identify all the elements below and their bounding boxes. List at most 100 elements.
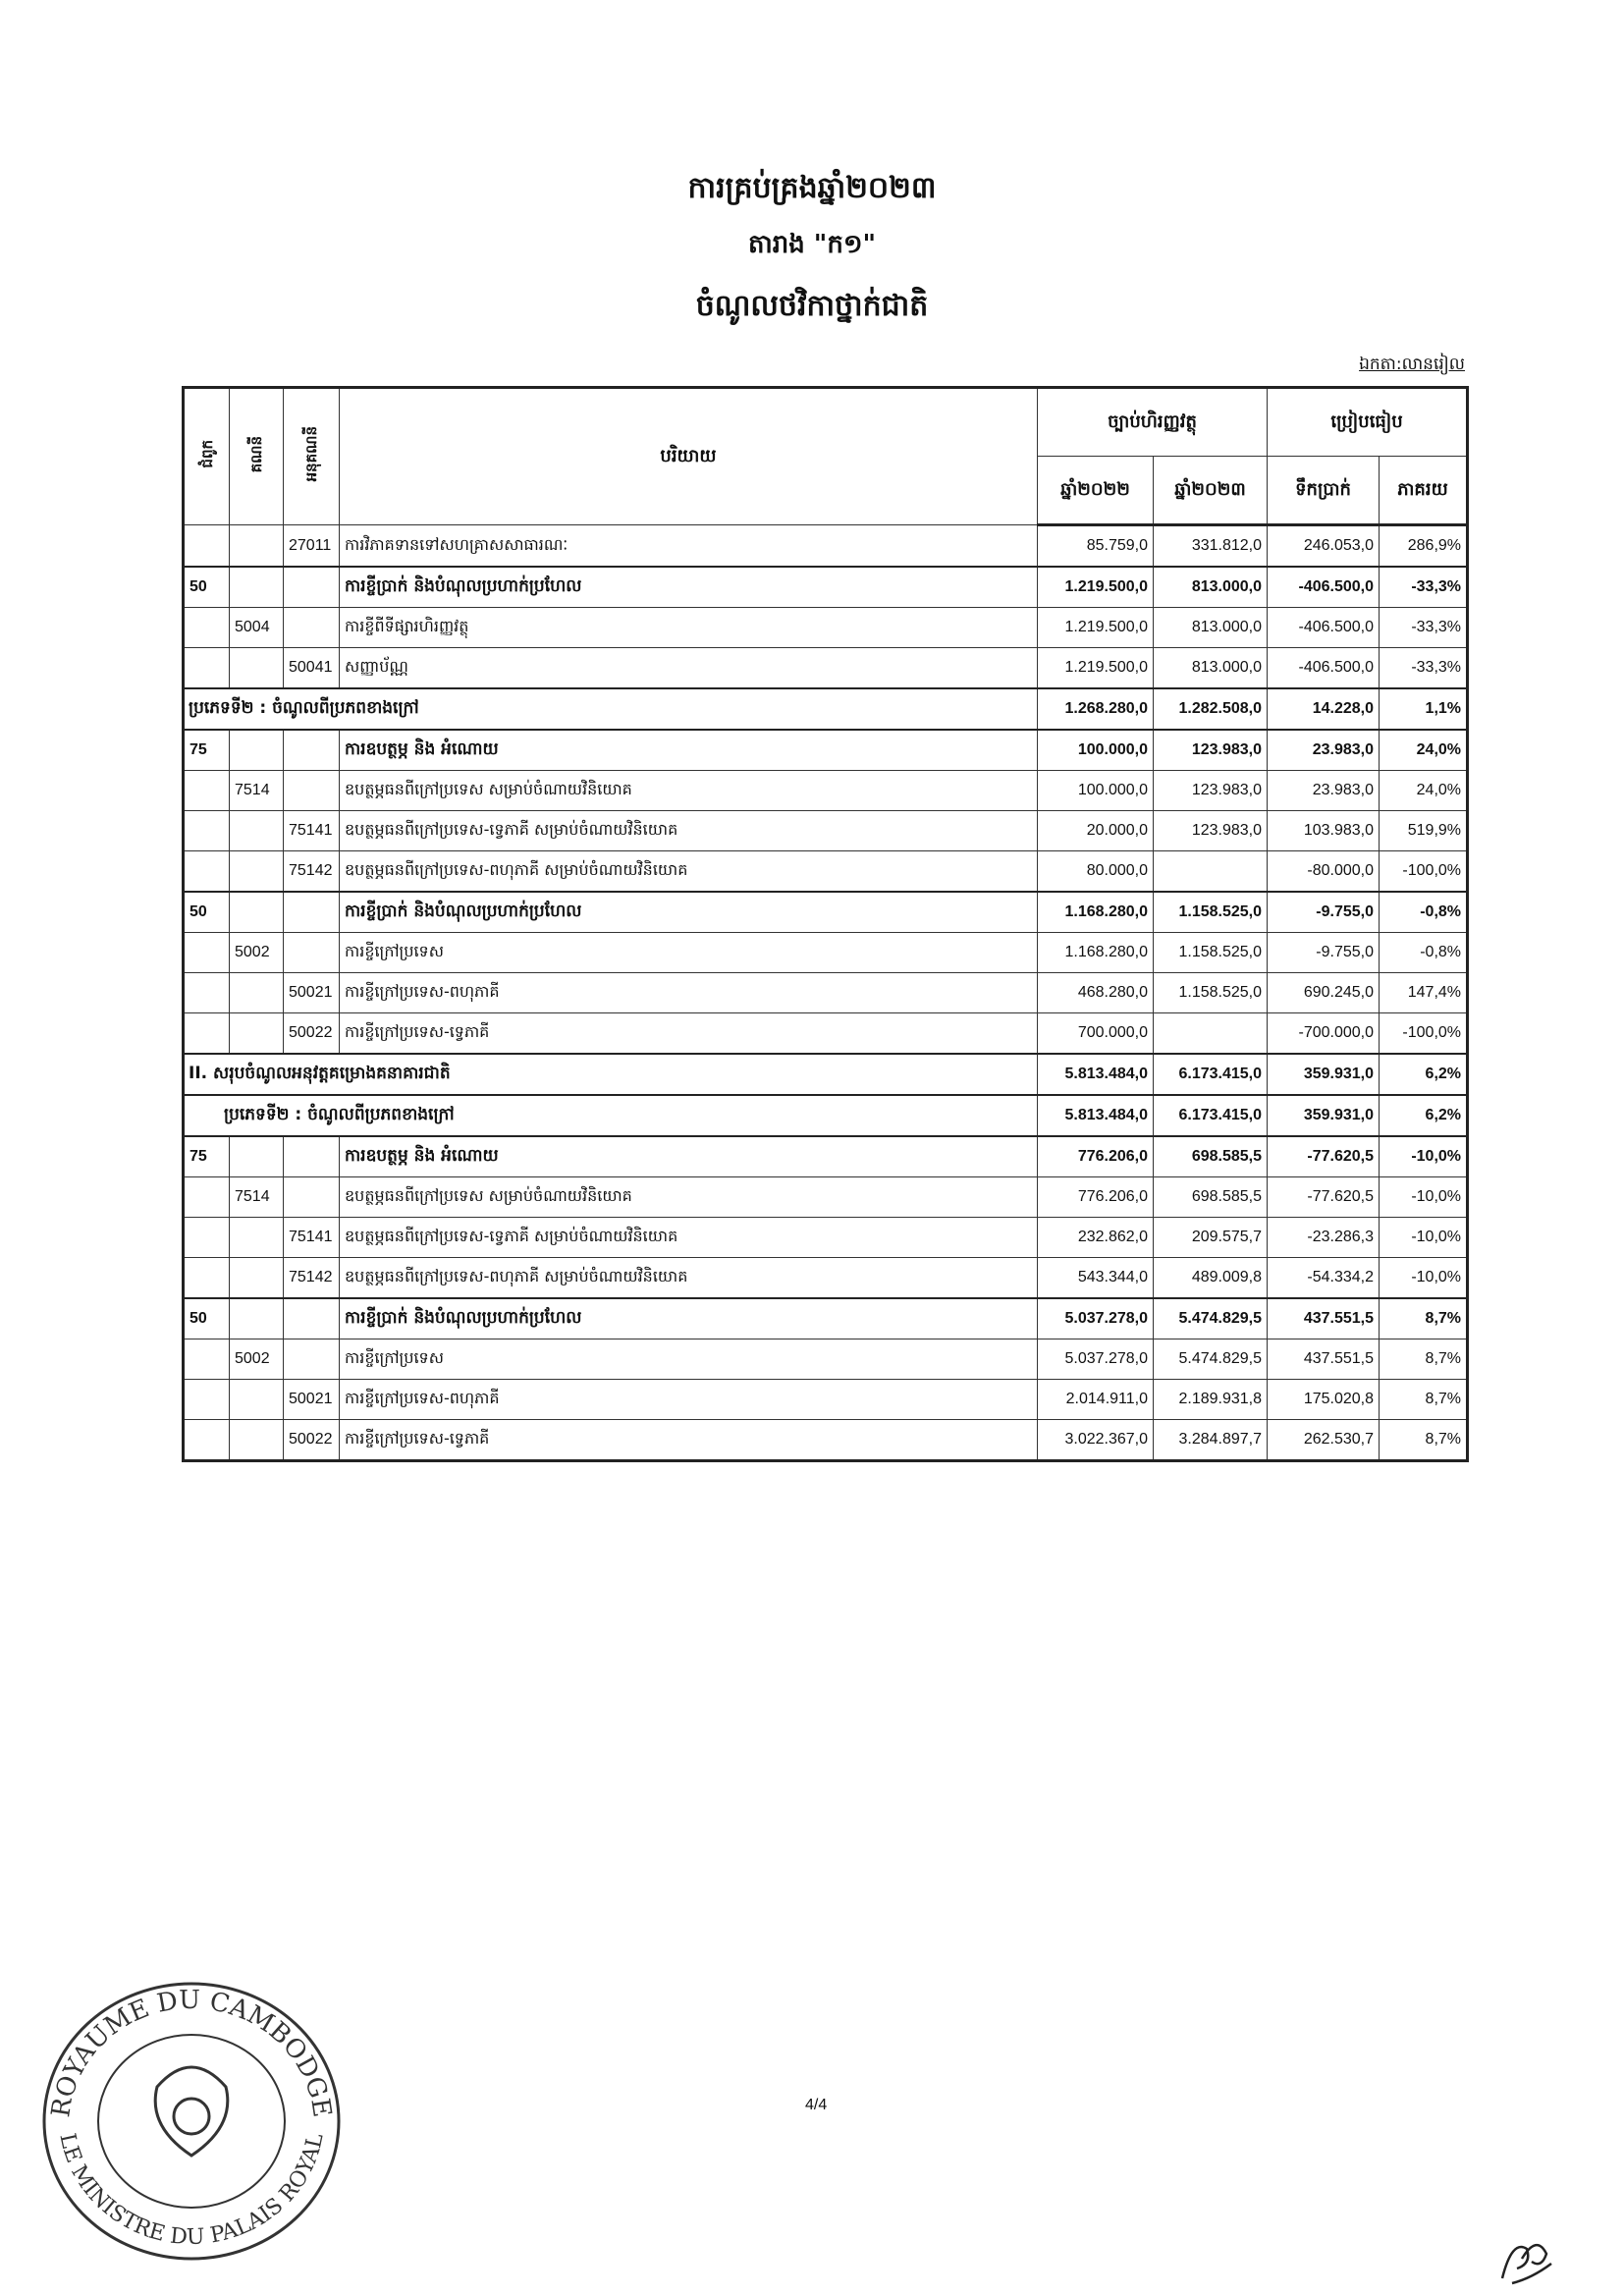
value-2022: 5.037.278,0 bbox=[1037, 1297, 1154, 1339]
difference-amount: -54.334,2 bbox=[1267, 1257, 1380, 1299]
value-2022: 1.168.280,0 bbox=[1037, 932, 1154, 973]
difference-percent: 519,9% bbox=[1379, 810, 1469, 851]
table-row: 5002 ការខ្ចីក្រៅប្រទេស 5.037.278,0 5.474.82… bbox=[183, 1339, 1469, 1380]
subaccount-code: 50041 bbox=[283, 647, 340, 689]
difference-amount: -406.500,0 bbox=[1267, 647, 1380, 689]
account-code bbox=[229, 1379, 284, 1420]
subaccount-code: 50022 bbox=[283, 1012, 340, 1055]
table-row: 7514 ឧបត្ថម្ភធនពីក្រៅប្រទេស សម្រាប់ចំណាយវ… bbox=[183, 770, 1469, 811]
value-2023: 123.983,0 bbox=[1152, 770, 1269, 811]
subaccount-code bbox=[283, 607, 340, 648]
difference-amount: 14.228,0 bbox=[1267, 687, 1380, 731]
chapter-code: 50 bbox=[183, 1297, 230, 1339]
signature bbox=[1500, 2244, 1552, 2285]
section-label: ប្រភេទទី២ : ចំណូលពីប្រភពខាងក្រៅ bbox=[183, 687, 1038, 731]
value-2023: 1.158.525,0 bbox=[1152, 891, 1269, 933]
value-2022: 776.206,0 bbox=[1037, 1176, 1154, 1218]
value-2023: 1.158.525,0 bbox=[1152, 932, 1269, 973]
account-code bbox=[229, 810, 284, 851]
value-2022: 80.000,0 bbox=[1037, 850, 1154, 893]
description: ការខ្ចីក្រៅប្រទេស-ពហុភាគី bbox=[339, 972, 1038, 1013]
difference-percent: 8,7% bbox=[1379, 1379, 1469, 1420]
table-row: II. សរុបចំណូលអនុវត្តគម្រោងគនាគារជាតិ 5.81… bbox=[183, 1053, 1469, 1096]
difference-percent: -33,3% bbox=[1379, 647, 1469, 689]
subaccount-code: 75141 bbox=[283, 810, 340, 851]
subaccount-code: 75142 bbox=[283, 850, 340, 893]
revenue-table: ជំពូក គណនី អនុគណនី បរិយាយ ច្បាប់ហិរញ្ញវត… bbox=[182, 386, 1470, 1462]
table-row: 75 ការឧបត្ថម្ភ និង អំណោយ 100.000,0 123.983,… bbox=[183, 729, 1469, 771]
value-2022: 2.014.911,0 bbox=[1037, 1379, 1154, 1420]
account-code bbox=[229, 1257, 284, 1299]
difference-percent: -10,0% bbox=[1379, 1217, 1469, 1258]
difference-amount: -9.755,0 bbox=[1267, 932, 1380, 973]
account-code: 5002 bbox=[229, 932, 284, 973]
page-number: 4/4 bbox=[805, 2097, 828, 2113]
difference-amount: 23.983,0 bbox=[1267, 729, 1380, 771]
table-row: 7514 ឧបត្ថម្ភធនពីក្រៅប្រទេស សម្រាប់ចំណាយវ… bbox=[183, 1176, 1469, 1218]
chapter-code bbox=[183, 850, 230, 893]
value-2023 bbox=[1152, 1012, 1269, 1055]
difference-amount: -406.500,0 bbox=[1267, 607, 1380, 648]
subaccount-code bbox=[283, 1176, 340, 1218]
account-code bbox=[229, 1419, 284, 1461]
description: ការខ្ចីក្រៅប្រទេស bbox=[339, 932, 1038, 973]
value-2022: 1.219.500,0 bbox=[1037, 607, 1154, 648]
col-amount: ទឹកប្រាក់ bbox=[1267, 456, 1380, 526]
group-finance-law: ច្បាប់ហិរញ្ញវត្ថុ bbox=[1036, 387, 1269, 457]
difference-percent: 8,7% bbox=[1379, 1419, 1469, 1461]
value-2022: 100.000,0 bbox=[1037, 770, 1154, 811]
description: ឧបត្ថម្ភធនពីក្រៅប្រទេស សម្រាប់ចំណាយវិនិយ… bbox=[339, 1176, 1038, 1218]
description: ការខ្ចីពីទីផ្សារហិរញ្ញវត្ថុ bbox=[339, 607, 1038, 648]
svg-text:LE MINISTRE DU PALAIS ROYAL: LE MINISTRE DU PALAIS ROYAL bbox=[54, 2131, 328, 2250]
value-2023: 209.575,7 bbox=[1152, 1217, 1269, 1258]
chapter-code bbox=[183, 972, 230, 1013]
table-row: 50041 សញ្ញាប័ណ្ណ 1.219.500,0 813.000,0 -406.… bbox=[183, 647, 1469, 689]
value-2023: 123.983,0 bbox=[1152, 810, 1269, 851]
account-code bbox=[229, 524, 284, 568]
table-row: 50 ការខ្ចីប្រាក់ និងបំណុលប្រហាក់ប្រហែល 1.1… bbox=[183, 891, 1469, 933]
chapter-code bbox=[183, 607, 230, 648]
table-row: 27011 ការវិភាគទានទៅសហគ្រាសសាធារណៈ 85.759,0… bbox=[183, 524, 1469, 568]
col-percent: ភាគរយ bbox=[1379, 456, 1469, 526]
value-2023: 813.000,0 bbox=[1152, 566, 1269, 608]
chapter-code bbox=[183, 1176, 230, 1218]
description: ការវិភាគទានទៅសហគ្រាសសាធារណៈ bbox=[339, 524, 1038, 568]
difference-percent: 6,2% bbox=[1379, 1094, 1469, 1137]
difference-amount: -9.755,0 bbox=[1267, 891, 1380, 933]
value-2023: 6.173.415,0 bbox=[1152, 1094, 1269, 1137]
col-2022: ឆ្នាំ២០២២ bbox=[1037, 456, 1154, 526]
description: ឧបត្ថម្ភធនពីក្រៅប្រទេស-ទ្វេភាគី សម្រាប់ច… bbox=[339, 1217, 1038, 1258]
description: សញ្ញាប័ណ្ណ bbox=[339, 647, 1038, 689]
difference-percent: -100,0% bbox=[1379, 850, 1469, 893]
col-account: គណនី bbox=[229, 387, 284, 525]
description: ការខ្ចីប្រាក់ និងបំណុលប្រហាក់ប្រហែល bbox=[339, 566, 1038, 608]
col-2023: ឆ្នាំ២០២៣ bbox=[1152, 456, 1269, 526]
description: ការខ្ចីក្រៅប្រទេស bbox=[339, 1339, 1038, 1380]
table-row: 75 ការឧបត្ថម្ភ និង អំណោយ 776.206,0 698.585,… bbox=[183, 1135, 1469, 1177]
difference-amount: -406.500,0 bbox=[1267, 566, 1380, 608]
value-2022: 3.022.367,0 bbox=[1037, 1419, 1154, 1461]
doc-title: ការគ្រប់គ្រងឆ្នាំ២០២៣ bbox=[687, 171, 937, 205]
chapter-code: 50 bbox=[183, 566, 230, 608]
difference-amount: -700.000,0 bbox=[1267, 1012, 1380, 1055]
difference-amount: 437.551,5 bbox=[1267, 1297, 1380, 1339]
description: ឧបត្ថម្ភធនពីក្រៅប្រទេស សម្រាប់ចំណាយវិនិយ… bbox=[339, 770, 1038, 811]
difference-percent: -33,3% bbox=[1379, 607, 1469, 648]
table-row: 50 ការខ្ចីប្រាក់ និងបំណុលប្រហាក់ប្រហែល 5.0… bbox=[183, 1297, 1469, 1339]
table-row: ប្រភេទទី២ : ចំណូលពីប្រភពខាងក្រៅ 5.813.484… bbox=[183, 1094, 1469, 1137]
group-comparison: ប្រៀបធៀប bbox=[1267, 387, 1469, 457]
chapter-code: 75 bbox=[183, 1135, 230, 1177]
chapter-code: 75 bbox=[183, 729, 230, 771]
value-2023: 489.009,8 bbox=[1152, 1257, 1269, 1299]
value-2022: 776.206,0 bbox=[1037, 1135, 1154, 1177]
difference-amount: -80.000,0 bbox=[1267, 850, 1380, 893]
difference-percent: -33,3% bbox=[1379, 566, 1469, 608]
difference-percent: 24,0% bbox=[1379, 729, 1469, 771]
difference-amount: 23.983,0 bbox=[1267, 770, 1380, 811]
chapter-code bbox=[183, 1339, 230, 1380]
account-code: 7514 bbox=[229, 770, 284, 811]
chapter-code bbox=[183, 1379, 230, 1420]
chapter-code bbox=[183, 1012, 230, 1055]
subaccount-code bbox=[283, 1135, 340, 1177]
account-code bbox=[229, 972, 284, 1013]
